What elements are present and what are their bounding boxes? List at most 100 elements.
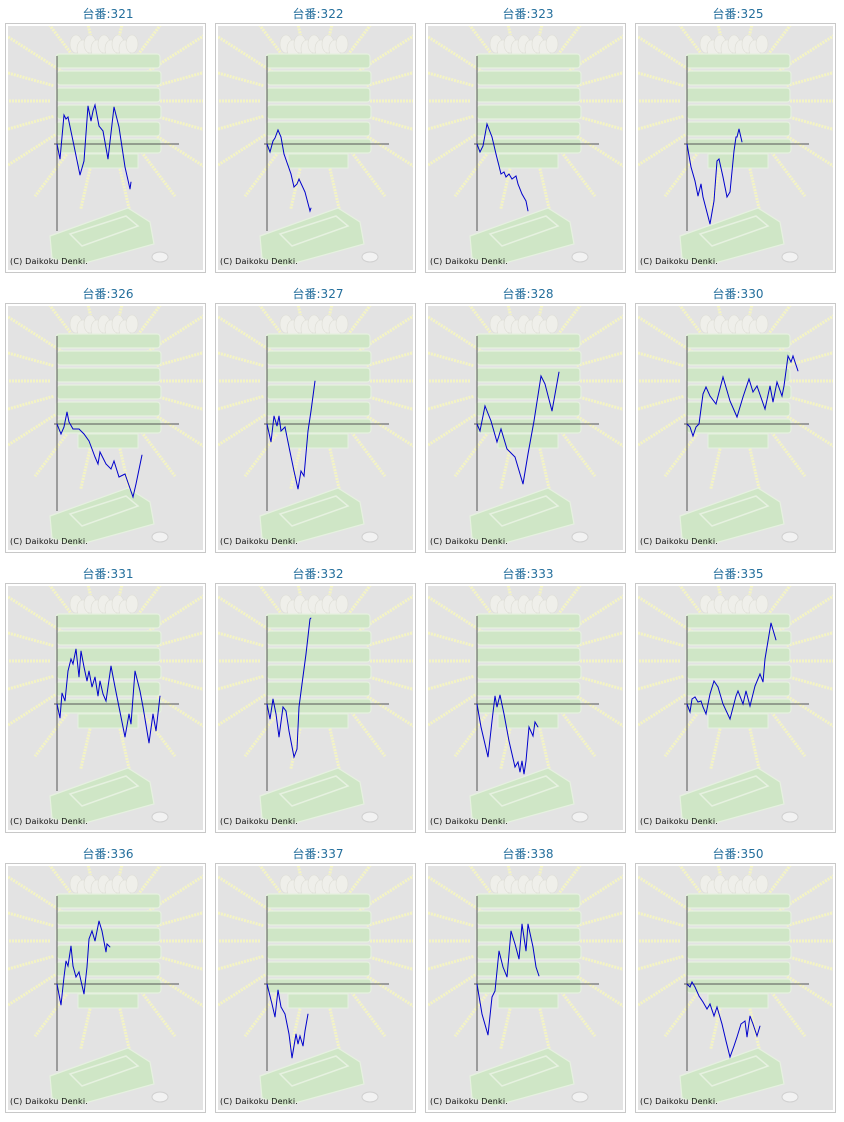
data-point bbox=[496, 706, 498, 708]
data-point bbox=[729, 1056, 731, 1058]
machine-chart-card[interactable]: 台番:333 (C) Daikoku Denki. bbox=[420, 560, 630, 840]
light-ray bbox=[156, 954, 203, 971]
light-ray bbox=[341, 139, 387, 198]
light-ray bbox=[366, 631, 413, 648]
data-point bbox=[134, 670, 136, 672]
machine-chart-card[interactable]: 台番:331 (C) Daikoku Denki. bbox=[0, 560, 210, 840]
machine-number-title[interactable]: 台番:323 bbox=[502, 7, 554, 21]
light-ray bbox=[218, 631, 264, 648]
machine-chart-card[interactable]: 台番:321 (C) Daikoku Denki. bbox=[0, 0, 210, 280]
light-ray bbox=[786, 71, 833, 88]
data-point bbox=[729, 718, 731, 720]
light-ray bbox=[146, 408, 203, 448]
data-point bbox=[280, 1006, 282, 1008]
payout-line-series bbox=[686, 622, 777, 721]
machine-number-title[interactable]: 台番:328 bbox=[502, 287, 554, 301]
machine-chart-card[interactable]: 台番:328 (C) Daikoku Denki. bbox=[420, 280, 630, 560]
data-point bbox=[494, 990, 496, 992]
machine-chart-card[interactable]: 台番:325 (C) Daikoku Denki. bbox=[630, 0, 840, 280]
data-point bbox=[689, 426, 691, 428]
data-point bbox=[135, 483, 137, 485]
ball-tray-icon bbox=[49, 207, 155, 267]
machine-number-title[interactable]: 台番:331 bbox=[82, 567, 134, 581]
machine-number-title[interactable]: 台番:338 bbox=[502, 847, 554, 861]
light-ray bbox=[786, 114, 833, 131]
data-point bbox=[272, 698, 274, 700]
machine-number-title[interactable]: 台番:326 bbox=[82, 287, 134, 301]
machine-chart-card[interactable]: 台番:335 (C) Daikoku Denki. bbox=[630, 560, 840, 840]
data-point bbox=[705, 713, 707, 715]
data-point bbox=[484, 405, 486, 407]
data-point bbox=[709, 1003, 711, 1005]
data-point bbox=[511, 178, 513, 180]
machine-number-title[interactable]: 台番:327 bbox=[292, 287, 344, 301]
data-point bbox=[749, 1015, 751, 1017]
machine-number-title[interactable]: 台番:337 bbox=[292, 847, 344, 861]
light-ray bbox=[761, 419, 807, 478]
data-point bbox=[742, 703, 744, 705]
machine-chart-card[interactable]: 台番:322 (C) Daikoku Denki. bbox=[210, 0, 420, 280]
data-point bbox=[692, 435, 694, 437]
light-ray bbox=[663, 699, 709, 758]
data-point bbox=[762, 681, 764, 683]
data-point bbox=[522, 483, 524, 485]
data-point bbox=[129, 188, 131, 190]
data-point bbox=[56, 423, 58, 425]
light-ray bbox=[663, 139, 709, 198]
machine-chart-card[interactable]: 台番:327 (C) Daikoku Denki. bbox=[210, 280, 420, 560]
machine-number-title[interactable]: 台番:325 bbox=[712, 7, 764, 21]
slump-graph: (C) Daikoku Denki. bbox=[5, 23, 206, 273]
data-point bbox=[79, 174, 81, 176]
machine-number-title[interactable]: 台番:322 bbox=[292, 7, 344, 21]
light-ray bbox=[8, 408, 64, 447]
data-point bbox=[740, 1023, 742, 1025]
data-point bbox=[102, 693, 104, 695]
machine-chart-card[interactable]: 台番:323 (C) Daikoku Denki. bbox=[420, 0, 630, 280]
data-point bbox=[738, 128, 740, 130]
data-point bbox=[746, 1036, 748, 1038]
data-point bbox=[717, 686, 719, 688]
light-ray bbox=[218, 351, 264, 368]
data-point bbox=[735, 695, 737, 697]
token-coin-icon bbox=[151, 531, 169, 543]
ball-box-stack-icon bbox=[685, 613, 792, 729]
copyright-label: (C) Daikoku Denki. bbox=[10, 257, 89, 266]
light-ray bbox=[453, 699, 499, 758]
machine-chart-card[interactable]: 台番:350 (C) Daikoku Denki. bbox=[630, 840, 840, 1120]
data-point bbox=[709, 395, 711, 397]
machine-number-title[interactable]: 台番:330 bbox=[712, 287, 764, 301]
data-point bbox=[772, 401, 774, 403]
light-ray bbox=[218, 128, 274, 167]
machine-chart-card[interactable]: 台番:330 (C) Daikoku Denki. bbox=[630, 280, 840, 560]
data-point bbox=[277, 989, 279, 991]
data-point bbox=[90, 120, 92, 122]
ball-box-stack-icon bbox=[685, 333, 792, 449]
data-point bbox=[64, 700, 66, 702]
data-point bbox=[783, 385, 785, 387]
light-ray bbox=[453, 139, 499, 198]
light-ray bbox=[366, 351, 413, 368]
machine-chart-card[interactable]: 台番:337 (C) Daikoku Denki. bbox=[210, 840, 420, 1120]
data-point bbox=[110, 665, 112, 667]
light-ray bbox=[576, 631, 623, 648]
light-ray bbox=[366, 954, 413, 971]
machine-number-title[interactable]: 台番:350 bbox=[712, 847, 764, 861]
machine-number-title[interactable]: 台番:333 bbox=[502, 567, 554, 581]
light-ray bbox=[786, 954, 833, 971]
data-point bbox=[106, 943, 108, 945]
machine-number-title[interactable]: 台番:332 bbox=[292, 567, 344, 581]
data-point bbox=[525, 200, 527, 202]
machine-number-title[interactable]: 台番:335 bbox=[712, 567, 764, 581]
machine-number-title[interactable]: 台番:321 bbox=[82, 7, 134, 21]
data-point bbox=[498, 950, 500, 952]
machine-chart-card[interactable]: 台番:332 (C) Daikoku Denki. bbox=[210, 560, 420, 840]
machine-number-title[interactable]: 台番:336 bbox=[82, 847, 134, 861]
data-point bbox=[293, 186, 295, 188]
data-point bbox=[697, 701, 699, 703]
data-point bbox=[67, 965, 69, 967]
machine-chart-card[interactable]: 台番:338 (C) Daikoku Denki. bbox=[420, 840, 630, 1120]
machine-chart-card[interactable]: 台番:326 (C) Daikoku Denki. bbox=[0, 280, 210, 560]
token-coin-icon bbox=[781, 531, 799, 543]
machine-chart-card[interactable]: 台番:336 (C) Daikoku Denki. bbox=[0, 840, 210, 1120]
data-point bbox=[510, 930, 512, 932]
